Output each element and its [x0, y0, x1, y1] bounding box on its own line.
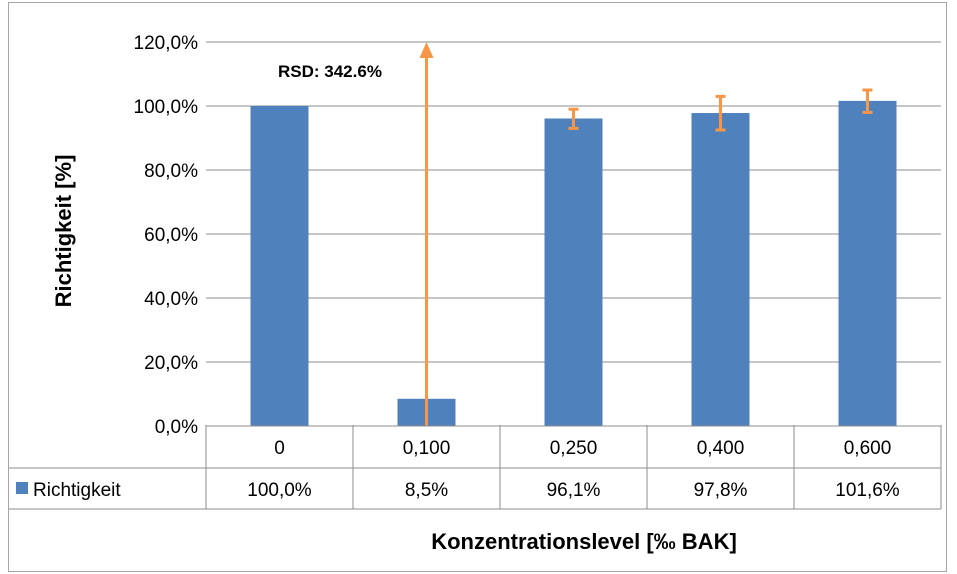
bar: [691, 113, 750, 426]
rsd-annotation: RSD: 342.6%: [278, 62, 382, 81]
y-tick-label: 40,0%: [144, 289, 198, 310]
bar: [544, 118, 603, 426]
error-bars: [568, 88, 873, 132]
data-label: 101,6%: [835, 480, 900, 501]
x-tick-label: 0,600: [844, 438, 892, 459]
y-tick-label: 120,0%: [134, 33, 199, 54]
data-label: 8,5%: [405, 480, 448, 501]
bar-chart: 0,0% 20,0% 40,0% 60,0% 80,0% 100,0% 120,0% 0 0,…: [9, 33, 942, 554]
data-label: 97,8%: [694, 480, 748, 501]
data-label: 100,0%: [247, 480, 312, 501]
data-table: 0 0,100 0,250 0,400 0,600 Richtigkeit 100,0% 8,…: [9, 425, 942, 510]
chart-frame: 0,0% 20,0% 40,0% 60,0% 80,0% 100,0% 120,0% 0 0,…: [8, 2, 947, 572]
x-tick-label: 0,400: [697, 438, 745, 459]
y-tick-label: 60,0%: [144, 225, 198, 246]
error-bar: [715, 94, 726, 132]
bar: [838, 100, 897, 426]
rsd-arrow: [419, 42, 434, 426]
y-tick-label: 20,0%: [144, 353, 198, 374]
data-label: 96,1%: [547, 480, 601, 501]
error-bar: [568, 107, 579, 130]
error-bar: [862, 88, 873, 114]
bars: [250, 100, 897, 426]
rsd-arrow-head: [419, 42, 434, 58]
y-tick-labels: 0,0% 20,0% 40,0% 60,0% 80,0% 100,0% 120,0%: [134, 33, 199, 438]
bar: [250, 106, 309, 426]
y-tick-label: 100,0%: [134, 97, 199, 118]
x-tick-label: 0: [274, 438, 285, 459]
y-tick-label: 0,0%: [155, 417, 198, 438]
x-tick-label: 0,250: [550, 438, 598, 459]
y-axis-title: Richtigkeit [%]: [51, 155, 76, 308]
x-tick-label: 0,100: [403, 438, 451, 459]
x-axis-title: Konzentrationslevel [‰ BAK]: [431, 529, 737, 554]
legend-swatch: [16, 482, 28, 494]
y-tick-label: 80,0%: [144, 161, 198, 182]
legend-label: Richtigkeit: [33, 480, 121, 501]
